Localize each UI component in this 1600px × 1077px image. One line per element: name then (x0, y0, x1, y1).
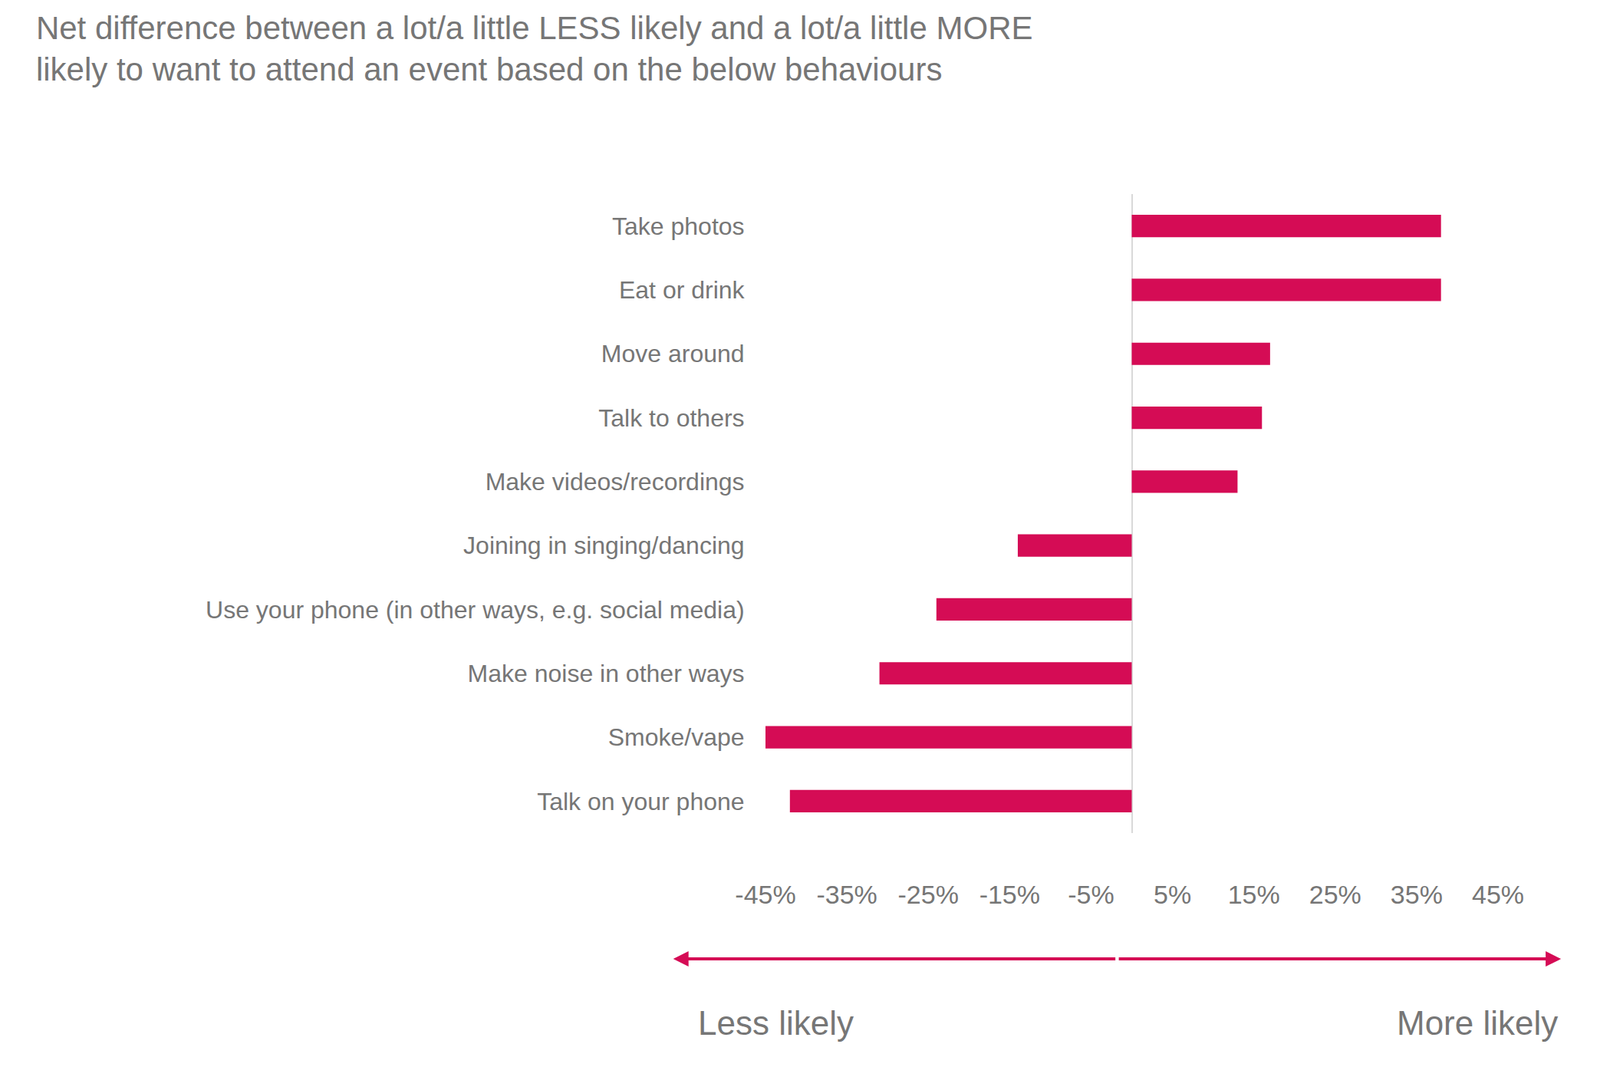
svg-text:Less likely: Less likely (697, 1004, 854, 1042)
svg-text:Make videos/recordings: Make videos/recordings (485, 467, 745, 496)
svg-text:35%: 35% (1390, 879, 1443, 909)
svg-text:Net difference between a lot/a: Net difference between a lot/a little LE… (36, 9, 1034, 89)
svg-text:15%: 15% (1227, 879, 1281, 909)
svg-text:Talk on your phone: Talk on your phone (536, 787, 745, 816)
svg-text:Eat or drink: Eat or drink (618, 276, 746, 304)
svg-text:Smoke/vape: Smoke/vape (608, 723, 745, 751)
svg-text:More likely: More likely (1396, 1004, 1558, 1042)
svg-text:45%: 45% (1471, 879, 1525, 909)
svg-text:Move around: Move around (601, 339, 745, 368)
svg-text:-25%: -25% (898, 879, 959, 909)
svg-text:25%: 25% (1309, 879, 1362, 909)
svg-text:-45%: -45% (734, 879, 796, 909)
svg-text:Talk to others: Talk to others (598, 404, 745, 432)
svg-text:-15%: -15% (979, 879, 1041, 909)
svg-text:-5%: -5% (1067, 879, 1114, 909)
svg-text:Take photos: Take photos (612, 212, 745, 241)
svg-text:Joining in singing/dancing: Joining in singing/dancing (463, 531, 745, 560)
svg-text:Make noise in other ways: Make noise in other ways (467, 659, 745, 688)
svg-text:-35%: -35% (816, 879, 877, 909)
svg-text:Use your phone (in other ways,: Use your phone (in other ways, e.g. soci… (205, 595, 745, 624)
svg-text:5%: 5% (1153, 879, 1192, 909)
